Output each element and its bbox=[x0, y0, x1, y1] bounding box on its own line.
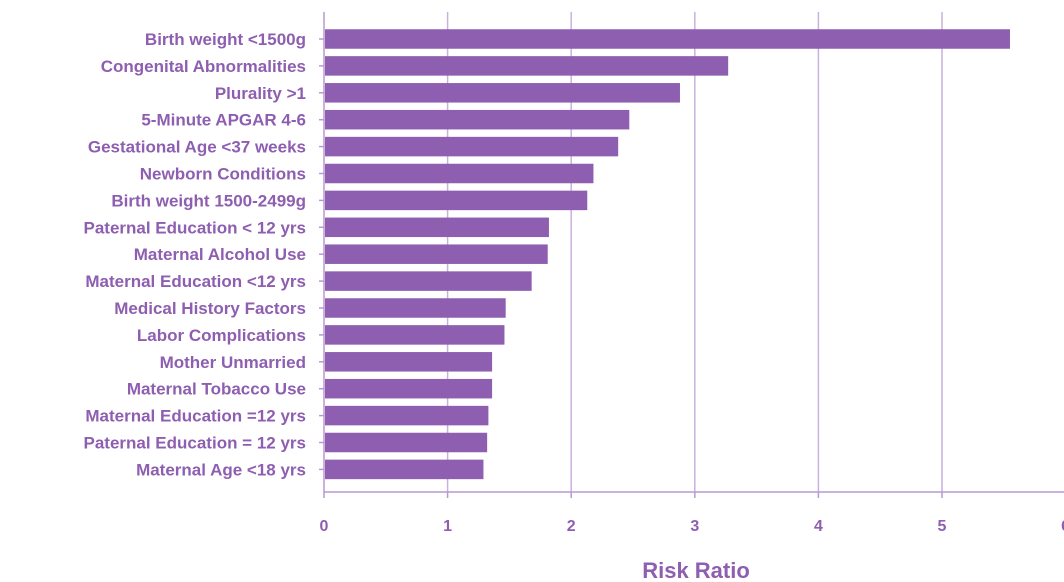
x-tick-label: 4 bbox=[814, 518, 823, 535]
x-tick-labels: 0 1 2 3 4 5 6 bbox=[320, 518, 1064, 535]
bar bbox=[325, 83, 680, 103]
x-axis-title: Risk Ratio bbox=[642, 558, 750, 582]
bar bbox=[325, 298, 506, 318]
category-label: Newborn Conditions bbox=[140, 165, 306, 184]
category-label: Paternal Education = 12 yrs bbox=[83, 434, 306, 453]
bar bbox=[325, 378, 493, 399]
category-label: Maternal Education =12 yrs bbox=[85, 407, 306, 426]
x-tick-label: 3 bbox=[690, 518, 699, 535]
bar bbox=[325, 352, 493, 372]
category-label: Plurality >1 bbox=[215, 84, 306, 103]
bar bbox=[325, 459, 484, 480]
bar bbox=[325, 109, 630, 130]
bar bbox=[325, 405, 489, 426]
bar bbox=[325, 325, 505, 345]
bar bbox=[325, 56, 729, 76]
category-label: Gestational Age <37 weeks bbox=[88, 138, 306, 157]
category-labels: Birth weight <1500g Congenital Abnormalit… bbox=[83, 30, 306, 479]
category-label: Maternal Alcohol Use bbox=[134, 245, 306, 264]
category-label: Maternal Age <18 yrs bbox=[136, 460, 306, 479]
category-label: Paternal Education < 12 yrs bbox=[83, 218, 306, 237]
x-tick-label: 1 bbox=[443, 518, 452, 535]
category-label: Congenital Abnormalities bbox=[101, 57, 306, 76]
bar bbox=[325, 244, 548, 264]
category-label: Maternal Tobacco Use bbox=[127, 380, 306, 399]
axes bbox=[319, 12, 1064, 498]
bar bbox=[325, 29, 1010, 49]
category-label: Medical History Factors bbox=[114, 299, 306, 318]
category-label: 5-Minute APGAR 4-6 bbox=[141, 111, 306, 130]
bar bbox=[325, 136, 619, 157]
category-label: Labor Complications bbox=[137, 326, 306, 345]
category-label: Birth weight <1500g bbox=[145, 30, 306, 49]
bar bbox=[325, 163, 594, 184]
category-label: Maternal Education <12 yrs bbox=[85, 272, 306, 291]
x-tick-label: 6 bbox=[1061, 518, 1064, 535]
bar bbox=[325, 190, 588, 211]
x-tick-label: 2 bbox=[567, 518, 576, 535]
x-tick-label: 5 bbox=[938, 518, 947, 535]
bars bbox=[325, 29, 1010, 480]
bar bbox=[325, 271, 532, 291]
category-label: Mother Unmarried bbox=[160, 353, 306, 372]
x-tick-label: 0 bbox=[320, 518, 329, 535]
bar bbox=[325, 217, 549, 238]
bar bbox=[325, 432, 488, 453]
category-label: Birth weight 1500-2499g bbox=[111, 191, 306, 210]
